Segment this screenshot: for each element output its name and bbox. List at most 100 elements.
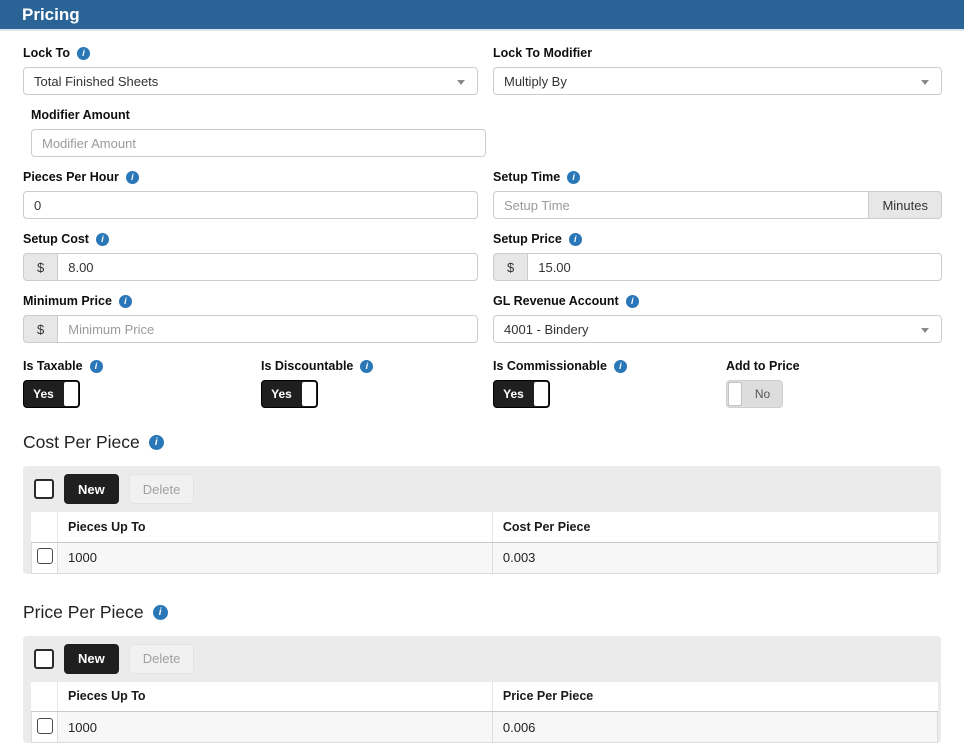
setup-time-label: Setup Time [493,170,560,185]
column-header-pieces-up-to: Pieces Up To [58,682,493,712]
info-icon[interactable]: i [77,47,90,60]
modifier-amount-label-row: Modifier Amount [31,108,486,123]
setup-cost-label: Setup Cost [23,232,89,247]
info-icon[interactable]: i [149,435,164,450]
gl-revenue-account-label-row: GL Revenue Account i [493,294,942,309]
setup-time-label-row: Setup Time i [493,170,942,185]
row-checkbox[interactable] [37,548,53,564]
pieces-up-to-cell[interactable]: 1000 [58,712,493,743]
lock-to-modifier-select[interactable]: Multiply By [493,67,942,95]
price-per-piece-title: Price Per Piece i [23,602,941,623]
cost-per-piece-grid: New Delete Pieces Up To Cost Per Piece 1… [23,466,941,574]
dollar-addon: $ [23,253,57,281]
grid-toolbar: New Delete [23,466,941,512]
lock-to-label: Lock To [23,46,70,61]
pricing-form: Lock To i Total Finished Sheets Lock To … [0,31,964,743]
info-icon[interactable]: i [567,171,580,184]
column-header-cost-per-piece: Cost Per Piece [492,512,937,542]
setup-time-field[interactable] [493,191,869,219]
checkbox-column-header [32,682,58,712]
is-commissionable-label: Is Commissionable [493,359,607,374]
is-discountable-label: Is Discountable [261,359,353,374]
toggle-state-label: No [743,381,782,407]
chevron-down-icon [921,80,929,85]
row-checkbox[interactable] [37,718,53,734]
gl-revenue-account-value: 4001 - Bindery [504,322,589,337]
lock-to-label-row: Lock To i [23,46,478,61]
is-commissionable-toggle[interactable]: Yes [493,380,550,408]
lock-to-modifier-label: Lock To Modifier [493,46,592,61]
cost-per-piece-title: Cost Per Piece i [23,432,941,453]
info-icon[interactable]: i [360,360,373,373]
setup-cost-field[interactable] [57,253,478,281]
pieces-per-hour-label: Pieces Per Hour [23,170,119,185]
add-to-price-group: Add to Price No [726,359,941,408]
info-icon[interactable]: i [153,605,168,620]
pieces-per-hour-field[interactable] [23,191,478,219]
is-taxable-label: Is Taxable [23,359,83,374]
grid-toolbar: New Delete [23,636,941,682]
toggle-state-label: Yes [494,381,533,407]
gl-revenue-account-label: GL Revenue Account [493,294,619,309]
lock-to-modifier-label-row: Lock To Modifier [493,46,942,61]
page-header: Pricing [0,0,964,31]
toggle-knob [728,382,742,406]
info-icon[interactable]: i [614,360,627,373]
pieces-per-hour-label-row: Pieces Per Hour i [23,170,478,185]
lock-to-modifier-value: Multiply By [504,74,567,89]
toggle-state-label: Yes [24,381,63,407]
chevron-down-icon [921,328,929,333]
delete-button[interactable]: Delete [129,474,195,504]
cost-per-piece-cell[interactable]: 0.003 [492,542,937,573]
toggle-knob [534,382,548,406]
column-header-pieces-up-to: Pieces Up To [58,512,493,542]
gl-revenue-account-select[interactable]: 4001 - Bindery [493,315,942,343]
is-discountable-toggle[interactable]: Yes [261,380,318,408]
pieces-up-to-cell[interactable]: 1000 [58,542,493,573]
column-header-price-per-piece: Price Per Piece [492,682,937,712]
delete-button[interactable]: Delete [129,644,195,674]
minimum-price-label: Minimum Price [23,294,112,309]
price-per-piece-cell[interactable]: 0.006 [492,712,937,743]
info-icon[interactable]: i [126,171,139,184]
setup-price-field[interactable] [527,253,942,281]
lock-to-select[interactable]: Total Finished Sheets [23,67,478,95]
chevron-down-icon [457,80,465,85]
is-discountable-group: Is Discountable i Yes [261,359,493,408]
is-taxable-group: Is Taxable i Yes [23,359,261,408]
toggle-knob [302,382,316,406]
info-icon[interactable]: i [96,233,109,246]
minimum-price-label-row: Minimum Price i [23,294,478,309]
add-to-price-label: Add to Price [726,359,800,374]
modifier-amount-label: Modifier Amount [31,108,130,123]
price-per-piece-grid: New Delete Pieces Up To Price Per Piece … [23,636,941,743]
dollar-addon: $ [23,315,57,343]
setup-price-label-row: Setup Price i [493,232,942,247]
page-title: Pricing [22,5,80,25]
setup-cost-label-row: Setup Cost i [23,232,478,247]
dollar-addon: $ [493,253,527,281]
is-taxable-toggle[interactable]: Yes [23,380,80,408]
minimum-price-field[interactable] [57,315,478,343]
info-icon[interactable]: i [119,295,132,308]
checkbox-column-header [32,512,58,542]
table-row: 1000 0.003 [32,542,938,573]
new-button[interactable]: New [64,644,119,674]
info-icon[interactable]: i [569,233,582,246]
new-button[interactable]: New [64,474,119,504]
minutes-addon: Minutes [869,191,942,219]
price-per-piece-table: Pieces Up To Price Per Piece 1000 0.006 [31,682,938,743]
info-icon[interactable]: i [90,360,103,373]
toggle-state-label: Yes [262,381,301,407]
cost-per-piece-table: Pieces Up To Cost Per Piece 1000 0.003 [31,512,938,574]
select-all-checkbox[interactable] [34,649,54,669]
table-row: 1000 0.006 [32,712,938,743]
is-commissionable-group: Is Commissionable i Yes [493,359,726,408]
modifier-amount-field[interactable] [31,129,486,157]
lock-to-value: Total Finished Sheets [34,74,158,89]
add-to-price-toggle[interactable]: No [726,380,783,408]
info-icon[interactable]: i [626,295,639,308]
select-all-checkbox[interactable] [34,479,54,499]
setup-price-label: Setup Price [493,232,562,247]
toggle-knob [64,382,78,406]
